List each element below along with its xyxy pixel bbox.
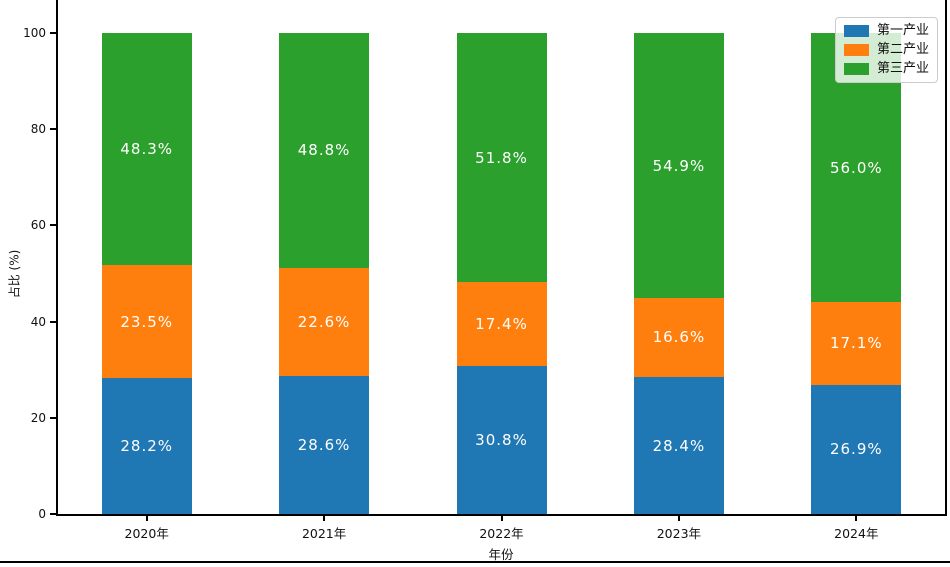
bar-segment-label: 16.6% xyxy=(652,328,706,347)
y-tick-label: 20 xyxy=(30,410,46,425)
legend-label: 第二产业 xyxy=(877,42,930,57)
y-tick xyxy=(50,320,56,323)
bar-segment: 23.5% xyxy=(101,265,192,379)
legend-label: 第三产业 xyxy=(877,61,930,76)
y-tick-label: 80 xyxy=(30,122,46,137)
x-tick xyxy=(145,516,148,521)
y-tick-label: 60 xyxy=(30,218,46,233)
bar-segment-label: 48.3% xyxy=(120,140,174,159)
bar-segment: 16.6% xyxy=(633,297,724,378)
bar-segment: 28.2% xyxy=(101,378,192,514)
legend: 第一产业 第二产业 第三产业 xyxy=(835,17,939,83)
y-tick xyxy=(50,513,56,515)
x-tick-label: 2023年 xyxy=(656,526,702,541)
y-tick xyxy=(50,224,56,227)
bar-segment: 30.8% xyxy=(456,365,547,514)
x-tick xyxy=(855,516,858,521)
bar-segment-label: 17.1% xyxy=(829,334,883,353)
legend-item: 第二产业 xyxy=(844,42,929,58)
bar-segment-label: 56.0% xyxy=(829,158,883,177)
x-tick-label: 2021年 xyxy=(301,526,347,541)
legend-swatch-icon xyxy=(844,44,869,56)
x-tick xyxy=(500,516,503,521)
bar-segment-label: 54.9% xyxy=(652,156,706,175)
x-tick-label: 2020年 xyxy=(124,526,169,541)
bar-segment-label: 48.8% xyxy=(297,141,351,160)
bar-segment: 17.1% xyxy=(811,302,902,385)
bar-segment: 51.8% xyxy=(456,33,547,283)
bar-segment-label: 51.8% xyxy=(475,148,528,167)
legend-swatch-icon xyxy=(844,63,869,75)
legend-item: 第一产业 xyxy=(844,23,929,39)
x-tick xyxy=(323,516,326,521)
legend-item: 第三产业 xyxy=(844,61,929,77)
bar-segment: 17.4% xyxy=(456,282,547,366)
bar-segment-label: 26.9% xyxy=(829,440,883,459)
x-tick-label: 2024年 xyxy=(834,526,879,541)
y-tick-label: 100 xyxy=(23,26,46,40)
y-tick xyxy=(50,32,56,34)
x-tick-label: 2022年 xyxy=(479,526,524,541)
bar-segment: 48.8% xyxy=(279,33,370,268)
legend-label: 第一产业 xyxy=(877,23,930,38)
plot-area xyxy=(56,0,947,516)
bar-segment-label: 28.6% xyxy=(297,436,351,455)
bar-segment: 48.3% xyxy=(101,33,192,266)
bar-segment-label: 22.6% xyxy=(297,313,351,332)
bar-segment: 26.9% xyxy=(811,384,902,514)
y-tick-label: 0 xyxy=(38,507,46,521)
bar-segment: 54.9% xyxy=(633,33,724,298)
legend-swatch-icon xyxy=(844,25,869,37)
x-tick xyxy=(677,516,680,521)
page-bottom-rule xyxy=(0,561,950,563)
bar-segment-label: 30.8% xyxy=(475,430,528,449)
x-axis-title: 年份 xyxy=(488,547,514,562)
bar-segment-label: 28.2% xyxy=(120,437,174,456)
bar-segment-label: 23.5% xyxy=(120,312,174,331)
bar-segment: 28.6% xyxy=(279,376,370,514)
y-tick-label: 40 xyxy=(30,314,46,329)
bar-segment-label: 17.4% xyxy=(475,315,528,333)
bar-segment-label: 28.4% xyxy=(652,436,706,455)
bar-segment: 22.6% xyxy=(279,267,370,377)
y-tick xyxy=(50,128,56,131)
y-tick xyxy=(50,416,56,419)
bar-segment: 28.4% xyxy=(633,377,724,514)
y-axis-title: 占比 (%) xyxy=(7,249,22,299)
